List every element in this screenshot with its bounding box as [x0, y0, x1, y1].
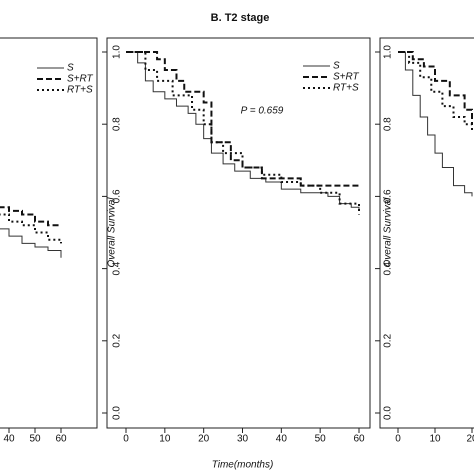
survival-curve	[126, 51, 360, 211]
x-tick-label: 20	[466, 434, 474, 445]
y-tick-label: 0.6	[383, 189, 394, 203]
x-tick-label: 10	[429, 434, 441, 445]
y-tick-label: 0.2	[383, 333, 394, 347]
x-tick-label: 20	[198, 434, 210, 445]
x-tick-label: 60	[353, 434, 365, 445]
x-tick-label: 60	[55, 434, 67, 445]
legend-label: S	[333, 61, 340, 72]
x-tick-label: 30	[237, 434, 249, 445]
y-tick-label: 0.8	[383, 117, 394, 131]
legend-label: RT+S	[333, 83, 359, 94]
x-axis-label: Time(months)	[212, 460, 274, 471]
chart-title: B. T2 stage	[211, 12, 270, 24]
y-tick-label: 0.4	[112, 261, 123, 275]
plot-frame	[379, 37, 474, 429]
survival-curve	[126, 51, 360, 215]
x-tick-label: 10	[159, 434, 171, 445]
survival-curve	[398, 51, 473, 132]
legend-label: S	[67, 63, 74, 74]
survival-curve	[0, 228, 62, 258]
y-tick-label: 0.0	[383, 406, 394, 420]
plot-frame	[0, 37, 98, 429]
plot-frame	[106, 37, 371, 429]
y-tick-label: 0.4	[383, 261, 394, 275]
x-tick-label: 40	[3, 434, 15, 445]
survival-curve	[0, 213, 62, 244]
y-tick-label: 0.8	[112, 117, 123, 131]
x-tick-label: 0	[395, 434, 401, 445]
x-tick-label: 50	[29, 434, 41, 445]
y-axis-label: Overall Survival	[383, 197, 394, 268]
legend-label: RT+S	[67, 85, 93, 96]
y-tick-label: 0.6	[112, 189, 123, 203]
x-tick-label: 0	[123, 434, 129, 445]
survival-curve	[398, 51, 473, 197]
y-tick-label: 1.0	[383, 45, 394, 59]
survival-curve	[0, 206, 61, 227]
x-tick-label: 40	[276, 434, 288, 445]
x-tick-label: 50	[315, 434, 327, 445]
survival-curve	[398, 51, 473, 125]
y-tick-label: 0.2	[112, 333, 123, 347]
y-axis-label: Overall Survival	[107, 197, 118, 268]
y-tick-label: 1.0	[112, 45, 123, 59]
survival-curve	[126, 51, 359, 187]
legend-label: S+RT	[333, 72, 360, 83]
y-tick-label: 0.0	[112, 406, 123, 420]
legend-label: S+RT	[67, 74, 94, 85]
p-value: P = 0.659	[241, 106, 284, 117]
